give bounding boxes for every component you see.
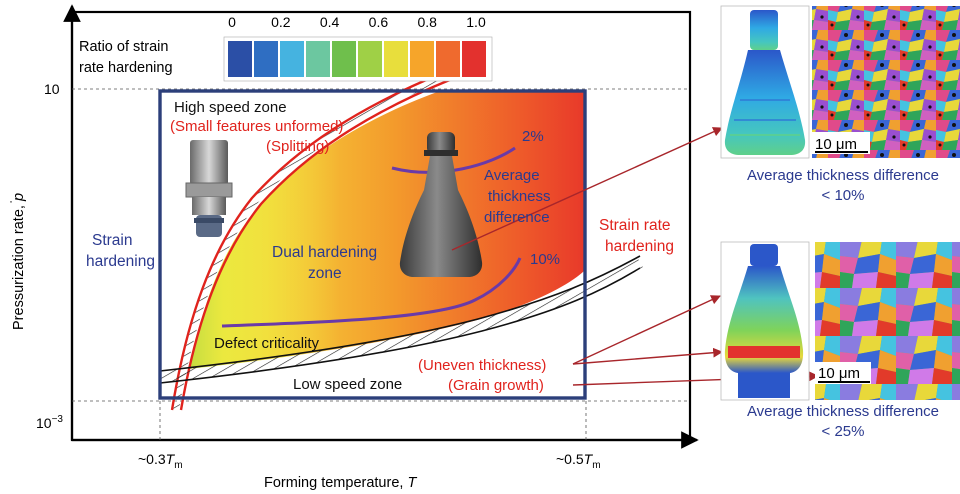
x-axis-title: Forming temperature, T (264, 475, 417, 491)
label-10pct: 10% (530, 251, 560, 268)
label-uneven-thickness: (Uneven thickness) (418, 357, 546, 374)
lower-boundary-line-b (159, 267, 641, 384)
colorbar-swatch (254, 41, 278, 77)
label-strain-rate-2: hardening (605, 238, 674, 255)
colorbar-swatch (228, 41, 252, 77)
label-avg-3: difference (484, 209, 550, 226)
colorbar-tick-label: 0.8 (417, 14, 437, 30)
label-dual-hardening-2: zone (308, 265, 342, 282)
label-2pct: 2% (522, 128, 544, 145)
scalebar-bottom-bg (815, 362, 871, 384)
y-axis-title-dot: · (9, 194, 13, 208)
colorbar-title-line1: Ratio of strain (79, 39, 168, 55)
colorbar (223, 36, 493, 82)
scalebar-top-label: 10 μm (815, 136, 857, 153)
colorbar-tick-label: 0.4 (320, 14, 340, 30)
colorbar-swatch (280, 41, 304, 77)
scalebar-bottom-label: 10 μm (818, 365, 860, 382)
caption-bottom-line1: Average thickness difference (747, 403, 939, 420)
label-high-speed-zone: High speed zone (174, 99, 287, 116)
colorbar-swatch (384, 41, 408, 77)
sim-bottom-image (724, 244, 804, 398)
y-tick-low: 10−3 (36, 414, 63, 431)
label-avg-1: Average (484, 167, 540, 184)
colorbar-tick-label: 1.0 (466, 14, 486, 30)
x-tick-left: ~0.3Tm (138, 451, 183, 471)
lower-boundary-line-a (159, 255, 641, 372)
arrow-to-top-result (451, 127, 723, 251)
colorbar-title-line2: rate hardening (79, 60, 173, 76)
label-strain-hardening-1: Strain (92, 232, 133, 249)
label-strain-hardening-2: hardening (86, 253, 155, 270)
colorbar-tick-label: 0.6 (369, 14, 389, 30)
y-tick-high: 10 (44, 81, 60, 97)
label-defect-criticality: Defect criticality (214, 335, 320, 352)
colorbar-tick-label: 0.2 (271, 14, 291, 30)
zone-frame (158, 89, 587, 400)
colorbar-swatch (410, 41, 434, 77)
colorbar-swatch (332, 41, 356, 77)
colorbar-ticks: 0 0.2 0.4 0.6 0.8 1.0 (228, 14, 486, 30)
arrow-uneven-thickness-b (572, 295, 721, 365)
caption-top-line1: Average thickness difference (747, 167, 939, 184)
y-axis-title: Pressurization rate, p (11, 193, 27, 330)
label-strain-rate-1: Strain rate (599, 217, 671, 234)
colorbar-tick-label: 0 (228, 14, 236, 30)
label-dual-hardening-1: Dual hardening (272, 244, 377, 261)
colorbar-swatch (358, 41, 382, 77)
label-splitting: (Splitting) (266, 138, 329, 155)
scalebar-top-bg (812, 132, 870, 154)
label-small-features: (Small features unformed) (170, 118, 343, 135)
iso-line-10pct (221, 257, 522, 328)
iso-line-2pct (391, 146, 516, 174)
upper-boundary-line-a (170, 70, 446, 411)
arrow-uneven-thickness (572, 347, 723, 365)
colorbar-swatch (436, 41, 460, 77)
formed-bottle-image (399, 132, 483, 277)
label-avg-2: thickness (488, 188, 551, 205)
label-grain-growth: (Grain growth) (448, 377, 544, 394)
caption-top-line2: < 10% (822, 187, 865, 204)
x-tick-right: ~0.5Tm (556, 451, 601, 471)
forming-tool-image (185, 140, 233, 237)
colorbar-swatch (306, 41, 330, 77)
high-speed-region (160, 91, 440, 398)
upper-boundary-line-b (179, 77, 453, 411)
caption-bottom-line2: < 25% (822, 423, 865, 440)
label-low-speed-zone: Low speed zone (293, 376, 402, 393)
sim-top-image (724, 10, 806, 155)
colorbar-swatch (462, 41, 486, 77)
